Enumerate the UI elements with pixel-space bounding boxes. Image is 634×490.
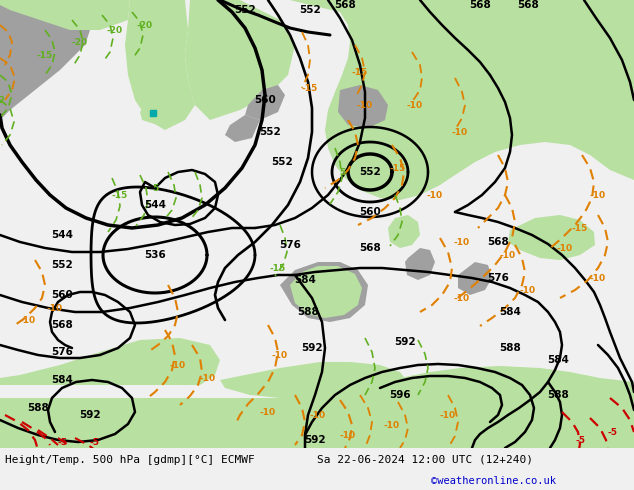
Text: Sa 22-06-2024 12:00 UTC (12+240): Sa 22-06-2024 12:00 UTC (12+240) (317, 455, 533, 465)
Text: 552: 552 (234, 5, 256, 15)
Text: 588: 588 (27, 403, 49, 413)
Text: -10: -10 (47, 303, 63, 313)
Text: 5: 5 (339, 168, 345, 176)
Text: 576: 576 (51, 347, 73, 357)
Polygon shape (400, 366, 634, 398)
Polygon shape (0, 0, 95, 120)
Text: -15: -15 (37, 50, 53, 59)
Text: -10: -10 (590, 191, 606, 199)
Text: -10: -10 (200, 373, 216, 383)
Text: 576: 576 (279, 240, 301, 250)
Polygon shape (388, 215, 420, 248)
Text: -10: -10 (440, 411, 456, 419)
Text: -5: -5 (607, 427, 617, 437)
Text: 584: 584 (547, 355, 569, 365)
Text: 5: 5 (152, 183, 158, 193)
Polygon shape (290, 266, 362, 318)
Text: 568: 568 (51, 320, 73, 330)
Text: -20: -20 (137, 21, 153, 29)
Text: -10: -10 (340, 431, 356, 440)
Text: -10: -10 (427, 191, 443, 199)
Text: 568: 568 (487, 237, 509, 247)
Polygon shape (245, 85, 285, 120)
Text: 560: 560 (359, 207, 381, 217)
Text: 568: 568 (334, 0, 356, 10)
Text: 544: 544 (51, 230, 73, 240)
Text: Height/Temp. 500 hPa [gdmp][°C] ECMWF: Height/Temp. 500 hPa [gdmp][°C] ECMWF (5, 455, 255, 465)
Text: 584: 584 (51, 375, 73, 385)
Text: 592: 592 (301, 343, 323, 353)
Text: -15: -15 (112, 191, 128, 199)
Polygon shape (185, 0, 295, 120)
Text: 588: 588 (499, 343, 521, 353)
Text: 588: 588 (547, 390, 569, 400)
Text: -20: -20 (72, 38, 88, 47)
Polygon shape (220, 362, 410, 402)
Text: -15: -15 (352, 68, 368, 76)
Text: -10: -10 (260, 408, 276, 416)
Text: 584: 584 (294, 275, 316, 285)
Polygon shape (125, 0, 195, 130)
Text: ©weatheronline.co.uk: ©weatheronline.co.uk (431, 476, 556, 486)
Text: -10: -10 (272, 350, 288, 360)
Text: 568: 568 (517, 0, 539, 10)
Polygon shape (458, 262, 492, 295)
Text: 576: 576 (487, 273, 509, 283)
Text: -10: -10 (454, 238, 470, 246)
Text: -10: -10 (452, 127, 468, 137)
Text: -5: -5 (90, 438, 100, 446)
Text: 536: 536 (144, 250, 166, 260)
Text: -10: -10 (170, 361, 186, 369)
Text: -10: -10 (407, 100, 423, 109)
Polygon shape (225, 115, 260, 142)
Text: -15: -15 (390, 164, 406, 172)
Text: -15: -15 (270, 264, 286, 272)
Polygon shape (280, 262, 368, 322)
Text: -10: -10 (310, 411, 326, 419)
Text: 584: 584 (499, 307, 521, 317)
Polygon shape (140, 100, 178, 125)
Text: 568: 568 (359, 243, 381, 253)
Text: -10: -10 (384, 420, 400, 430)
Text: 552: 552 (299, 5, 321, 15)
Text: -5: -5 (575, 436, 585, 444)
Text: -5: -5 (57, 438, 67, 446)
Text: -10: -10 (454, 294, 470, 302)
Text: -10: -10 (357, 100, 373, 109)
Polygon shape (0, 398, 634, 448)
Text: 592: 592 (394, 337, 416, 347)
Text: 552: 552 (259, 127, 281, 137)
Text: 552: 552 (359, 167, 381, 177)
Text: 552: 552 (51, 260, 73, 270)
Text: -20: -20 (107, 25, 123, 34)
Text: 592: 592 (79, 410, 101, 420)
Text: 544: 544 (144, 200, 166, 210)
Text: -15: -15 (302, 83, 318, 93)
Text: 552: 552 (271, 157, 293, 167)
Text: -15: -15 (572, 223, 588, 232)
Text: -10: -10 (557, 244, 573, 252)
Polygon shape (338, 85, 388, 128)
Polygon shape (405, 248, 435, 280)
Text: 596: 596 (389, 390, 411, 400)
Text: -10: -10 (500, 250, 516, 260)
Text: -2: -2 (0, 96, 5, 104)
Polygon shape (508, 215, 595, 260)
Polygon shape (0, 338, 220, 385)
Text: -10: -10 (590, 273, 606, 283)
Text: 560: 560 (51, 290, 73, 300)
Text: -10: -10 (520, 286, 536, 294)
Text: -10: -10 (20, 316, 36, 324)
Text: 560: 560 (254, 95, 276, 105)
Text: 588: 588 (297, 307, 319, 317)
Text: 568: 568 (469, 0, 491, 10)
Polygon shape (0, 0, 130, 30)
Polygon shape (290, 0, 634, 200)
Text: 592: 592 (304, 435, 326, 445)
